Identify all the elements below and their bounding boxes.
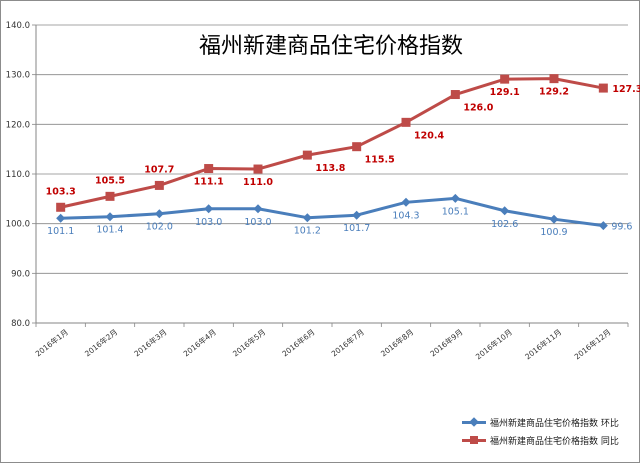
marker-yoy [56, 202, 66, 212]
marker-mom [105, 212, 115, 222]
y-tick-label: 120.0 [6, 120, 30, 130]
y-tick-label: 80.0 [11, 319, 30, 329]
chart-title: 福州新建商品住宅价格指数 [199, 34, 463, 59]
data-label-yoy: 120.4 [414, 130, 444, 141]
legend: 福州新建商品住宅价格指数 环比 福州新建商品住宅价格指数 同比 [462, 413, 619, 449]
x-tick-label: 2016年5月 [230, 327, 267, 359]
data-label-mom: 100.9 [540, 227, 567, 238]
data-label-yoy: 103.3 [46, 186, 76, 197]
x-tick-label: 2016年4月 [181, 327, 218, 359]
data-label-mom: 101.2 [294, 226, 321, 237]
data-label-yoy: 129.1 [490, 87, 520, 98]
data-label-mom: 103.0 [244, 217, 271, 228]
series-line-yoy [60, 77, 604, 209]
y-tick-label: 110.0 [6, 170, 30, 180]
data-labels: 101.1 101.4 102.0 103.0 103.0 101.2 101.7 104.3… [46, 84, 640, 238]
x-tick-label: 2016年7月 [329, 327, 366, 359]
data-label-yoy: 107.7 [144, 164, 174, 175]
legend-swatch-mom [462, 417, 486, 427]
legend-label-mom: 福州新建商品住宅价格指数 环比 [490, 418, 619, 429]
marker-mom [204, 204, 214, 214]
legend-label-yoy: 福州新建商品住宅价格指数 同比 [490, 436, 619, 447]
x-tick-label: 2016年1月 [33, 327, 70, 359]
data-label-yoy: 113.8 [315, 163, 345, 174]
y-tick-labels: 80.0 90.0 100.0 110.0 120.0 130.0 140.0 [6, 21, 30, 329]
data-label-mom: 102.6 [491, 219, 518, 230]
marker-mom [598, 221, 608, 231]
marker-mom [302, 213, 312, 223]
data-label-mom: 105.1 [442, 206, 469, 217]
x-tick-label: 2016年3月 [132, 327, 169, 359]
marker-yoy [253, 164, 263, 174]
marker-mom [352, 210, 362, 220]
marker-mom [450, 193, 460, 203]
legend-item-mom: 福州新建商品住宅价格指数 环比 [462, 413, 619, 431]
x-tick-label: 2016年12月 [572, 327, 613, 362]
x-tick-label: 2016年2月 [82, 327, 119, 359]
marker-mom [500, 206, 510, 216]
marker-yoy [450, 90, 460, 100]
gridlines [36, 24, 628, 324]
x-tick-label: 2016年11月 [523, 327, 564, 362]
marker-mom [253, 204, 263, 214]
data-label-yoy: 111.0 [243, 177, 273, 188]
data-label-yoy: 111.1 [194, 177, 224, 188]
series-lines [60, 77, 604, 228]
marker-yoy [401, 117, 411, 127]
data-label-mom: 99.6 [611, 222, 632, 233]
y-tick-label: 130.0 [6, 71, 30, 81]
data-label-yoy: 105.5 [95, 175, 125, 186]
x-tick-label: 2016年9月 [428, 327, 465, 359]
x-tick-label: 2016年6月 [280, 327, 317, 359]
axes [32, 24, 629, 327]
data-label-yoy: 129.2 [539, 87, 569, 98]
y-tick-label: 100.0 [6, 220, 30, 230]
data-label-yoy: 127.3 [612, 84, 640, 95]
marker-yoy [549, 74, 559, 84]
marker-mom [401, 197, 411, 207]
marker-yoy [352, 142, 362, 152]
marker-yoy [598, 83, 608, 93]
x-tick-label: 2016年8月 [378, 327, 415, 359]
series-markers [56, 74, 608, 231]
data-label-mom: 102.0 [146, 222, 173, 233]
data-label-yoy: 115.5 [365, 155, 395, 166]
x-tick-labels: 2016年1月 2016年2月 2016年3月 2016年4月 2016年5月 2016年… [33, 327, 612, 362]
data-label-mom: 101.7 [343, 223, 370, 234]
data-label-mom: 101.1 [47, 226, 74, 237]
marker-mom [549, 214, 559, 224]
series-line-mom [60, 196, 604, 228]
marker-yoy [500, 74, 510, 84]
data-label-yoy: 126.0 [463, 103, 493, 114]
marker-yoy [204, 164, 214, 174]
marker-yoy [105, 191, 115, 201]
marker-mom [154, 209, 164, 219]
marker-mom [56, 213, 66, 223]
legend-swatch-yoy [462, 435, 486, 445]
marker-yoy [154, 180, 164, 190]
data-label-mom: 104.3 [392, 210, 419, 221]
x-tick-label: 2016年10月 [473, 327, 514, 362]
data-label-mom: 103.0 [195, 217, 222, 228]
y-tick-label: 90.0 [11, 269, 30, 279]
y-tick-label: 140.0 [6, 21, 30, 31]
legend-item-yoy: 福州新建商品住宅价格指数 同比 [462, 431, 619, 449]
data-label-mom: 101.4 [96, 225, 123, 236]
marker-yoy [302, 150, 312, 160]
